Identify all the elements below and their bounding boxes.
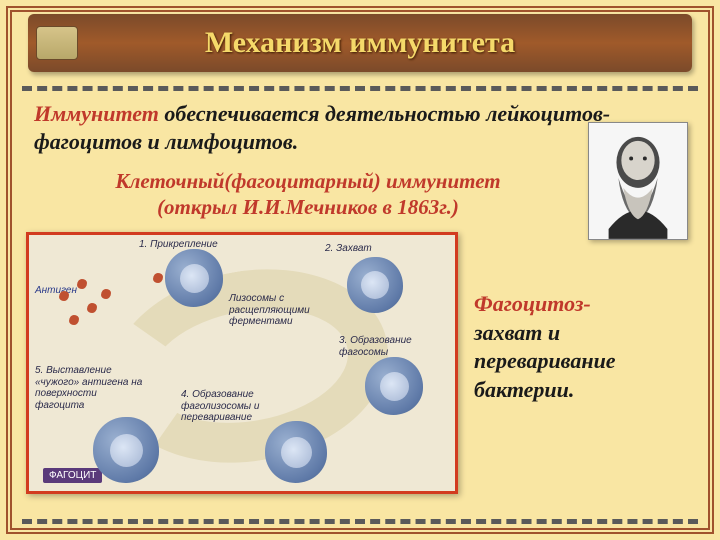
antigen-particle: [153, 273, 163, 283]
phagocyte-cell: [265, 421, 327, 483]
phagocyte-cell: [365, 357, 423, 415]
side-definition: Фагоцитоз- захват и переваривание бактер…: [474, 290, 692, 404]
subtitle: Клеточный(фагоцитарный) иммунитет (откры…: [58, 168, 558, 221]
slide-title: Механизм иммунитета: [205, 26, 515, 60]
portrait-mechnikov: [588, 122, 688, 240]
divider-bottom: [22, 519, 698, 524]
antigen-particle: [59, 291, 69, 301]
antigen-particle: [87, 303, 97, 313]
antigen-particle: [101, 289, 111, 299]
label-lysosome: Лизосомы с расщепляющими ферментами: [229, 293, 325, 328]
title-banner: Механизм иммунитета: [28, 14, 692, 72]
subtitle-line2: (открыл И.И.Мечников в 1863г.): [58, 194, 558, 220]
divider-top: [22, 86, 698, 91]
intro-paragraph: Иммунитет обеспечивается деятельностью л…: [34, 100, 680, 155]
label-step2: 2. Захват: [325, 243, 372, 255]
label-step4: 4. Образование фаголизосомы и переварива…: [181, 389, 311, 424]
antigen-particle: [69, 315, 79, 325]
label-antigen: Антиген: [35, 285, 77, 297]
subtitle-line1: Клеточный(фагоцитарный) иммунитет: [58, 168, 558, 194]
phagocyte-cell: [347, 257, 403, 313]
label-step5: 5. Выставление «чужого» антигена на пове…: [35, 365, 145, 411]
phagocyte-cell: [165, 249, 223, 307]
intro-highlight: Иммунитет: [34, 101, 159, 126]
label-step3: 3. Образование фагосомы: [339, 335, 425, 358]
phagocytosis-diagram: Антиген 1. Прикрепление 2. Захват Лизосо…: [26, 232, 458, 494]
side-highlight: Фагоцитоз-: [474, 291, 591, 316]
phagocyte-cell: [93, 417, 159, 483]
label-phagocyte-caption: ФАГОЦИТ: [43, 468, 102, 483]
antigen-particle: [77, 279, 87, 289]
label-step1: 1. Прикрепление: [139, 239, 218, 251]
side-rest: захват и переваривание бактерии.: [474, 320, 616, 402]
